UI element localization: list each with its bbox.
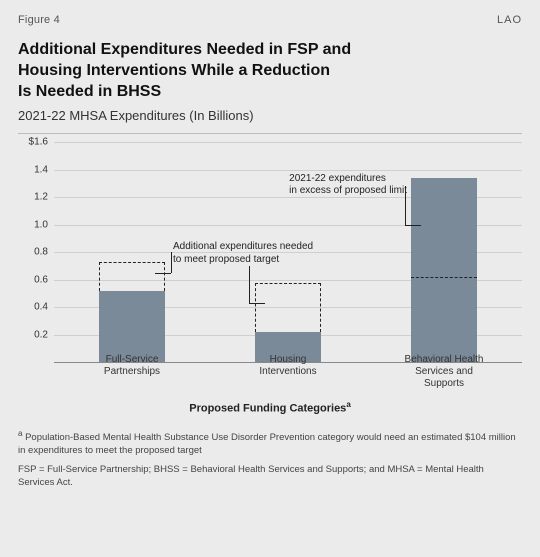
y-tick-label: 0.4: [18, 302, 48, 313]
y-tick-label: 1.0: [18, 219, 48, 230]
annot-connector: [155, 273, 171, 274]
footnotes: a Population-Based Mental Health Substan…: [18, 429, 522, 489]
footnote-a: a Population-Based Mental Health Substan…: [18, 429, 522, 458]
figure-title: Additional Expenditures Needed in FSP an…: [18, 40, 522, 102]
bar-base: [99, 291, 165, 363]
divider: [18, 133, 522, 134]
y-tick-label: 0.2: [18, 329, 48, 340]
annotation-excess: 2021-22 expenditures in excess of propos…: [289, 173, 407, 198]
footnote-a-sup: a: [18, 429, 22, 438]
footnote-abbrevs: FSP = Full-Service Partnership; BHSS = B…: [18, 464, 522, 490]
x-axis-title: Proposed Funding Categoriesa: [18, 400, 522, 415]
bar-excess: [411, 178, 477, 277]
figure-subtitle: 2021-22 MHSA Expenditures (In Billions): [18, 108, 522, 123]
bar-additional-needed: [99, 262, 165, 291]
y-tick-label: 1.4: [18, 164, 48, 175]
y-tick-label: $1.6: [18, 137, 48, 148]
bar-slot: [82, 142, 182, 362]
annot-connector: [171, 252, 172, 273]
x-tick-label: Behavioral Health Services and Supports: [394, 354, 494, 390]
bar-stack: [255, 283, 321, 363]
plot-area: $1.61.41.21.00.80.60.40.2Additional expe…: [54, 142, 522, 362]
x-axis-title-sup: a: [346, 400, 350, 409]
x-tick-label: Full-Service Partnerships: [82, 354, 182, 390]
annot-connector: [405, 186, 406, 225]
bar-slot: [394, 142, 494, 362]
annot-connector: [405, 225, 421, 226]
y-tick-label: 1.2: [18, 192, 48, 203]
chart: $1.61.41.21.00.80.60.40.2Additional expe…: [18, 142, 522, 390]
title-line-1: Additional Expenditures Needed in FSP an…: [18, 40, 522, 61]
y-tick-label: 0.8: [18, 247, 48, 258]
figure-container: Figure 4 LAO Additional Expenditures Nee…: [0, 0, 540, 557]
x-axis-labels: Full-Service Partnerships Housing Interve…: [54, 354, 522, 390]
x-axis-title-text: Proposed Funding Categories: [189, 403, 346, 415]
bar-base: [411, 277, 477, 362]
annot-connector: [249, 303, 265, 304]
annotation-additional: Additional expenditures needed to meet p…: [173, 241, 313, 266]
figure-label: Figure 4: [18, 14, 60, 26]
lao-logo: LAO: [497, 14, 522, 26]
y-tick-label: 0.6: [18, 274, 48, 285]
bar-stack: [411, 178, 477, 362]
bar-additional-needed: [255, 283, 321, 333]
figure-header: Figure 4 LAO: [18, 14, 522, 26]
footnote-a-text: Population-Based Mental Health Substance…: [18, 432, 516, 456]
bar-stack: [99, 262, 165, 362]
x-tick-label: Housing Interventions: [238, 354, 338, 390]
annot-connector: [249, 266, 250, 303]
title-line-2: Housing Interventions While a Reduction: [18, 61, 522, 82]
title-line-3: Is Needed in BHSS: [18, 82, 522, 103]
